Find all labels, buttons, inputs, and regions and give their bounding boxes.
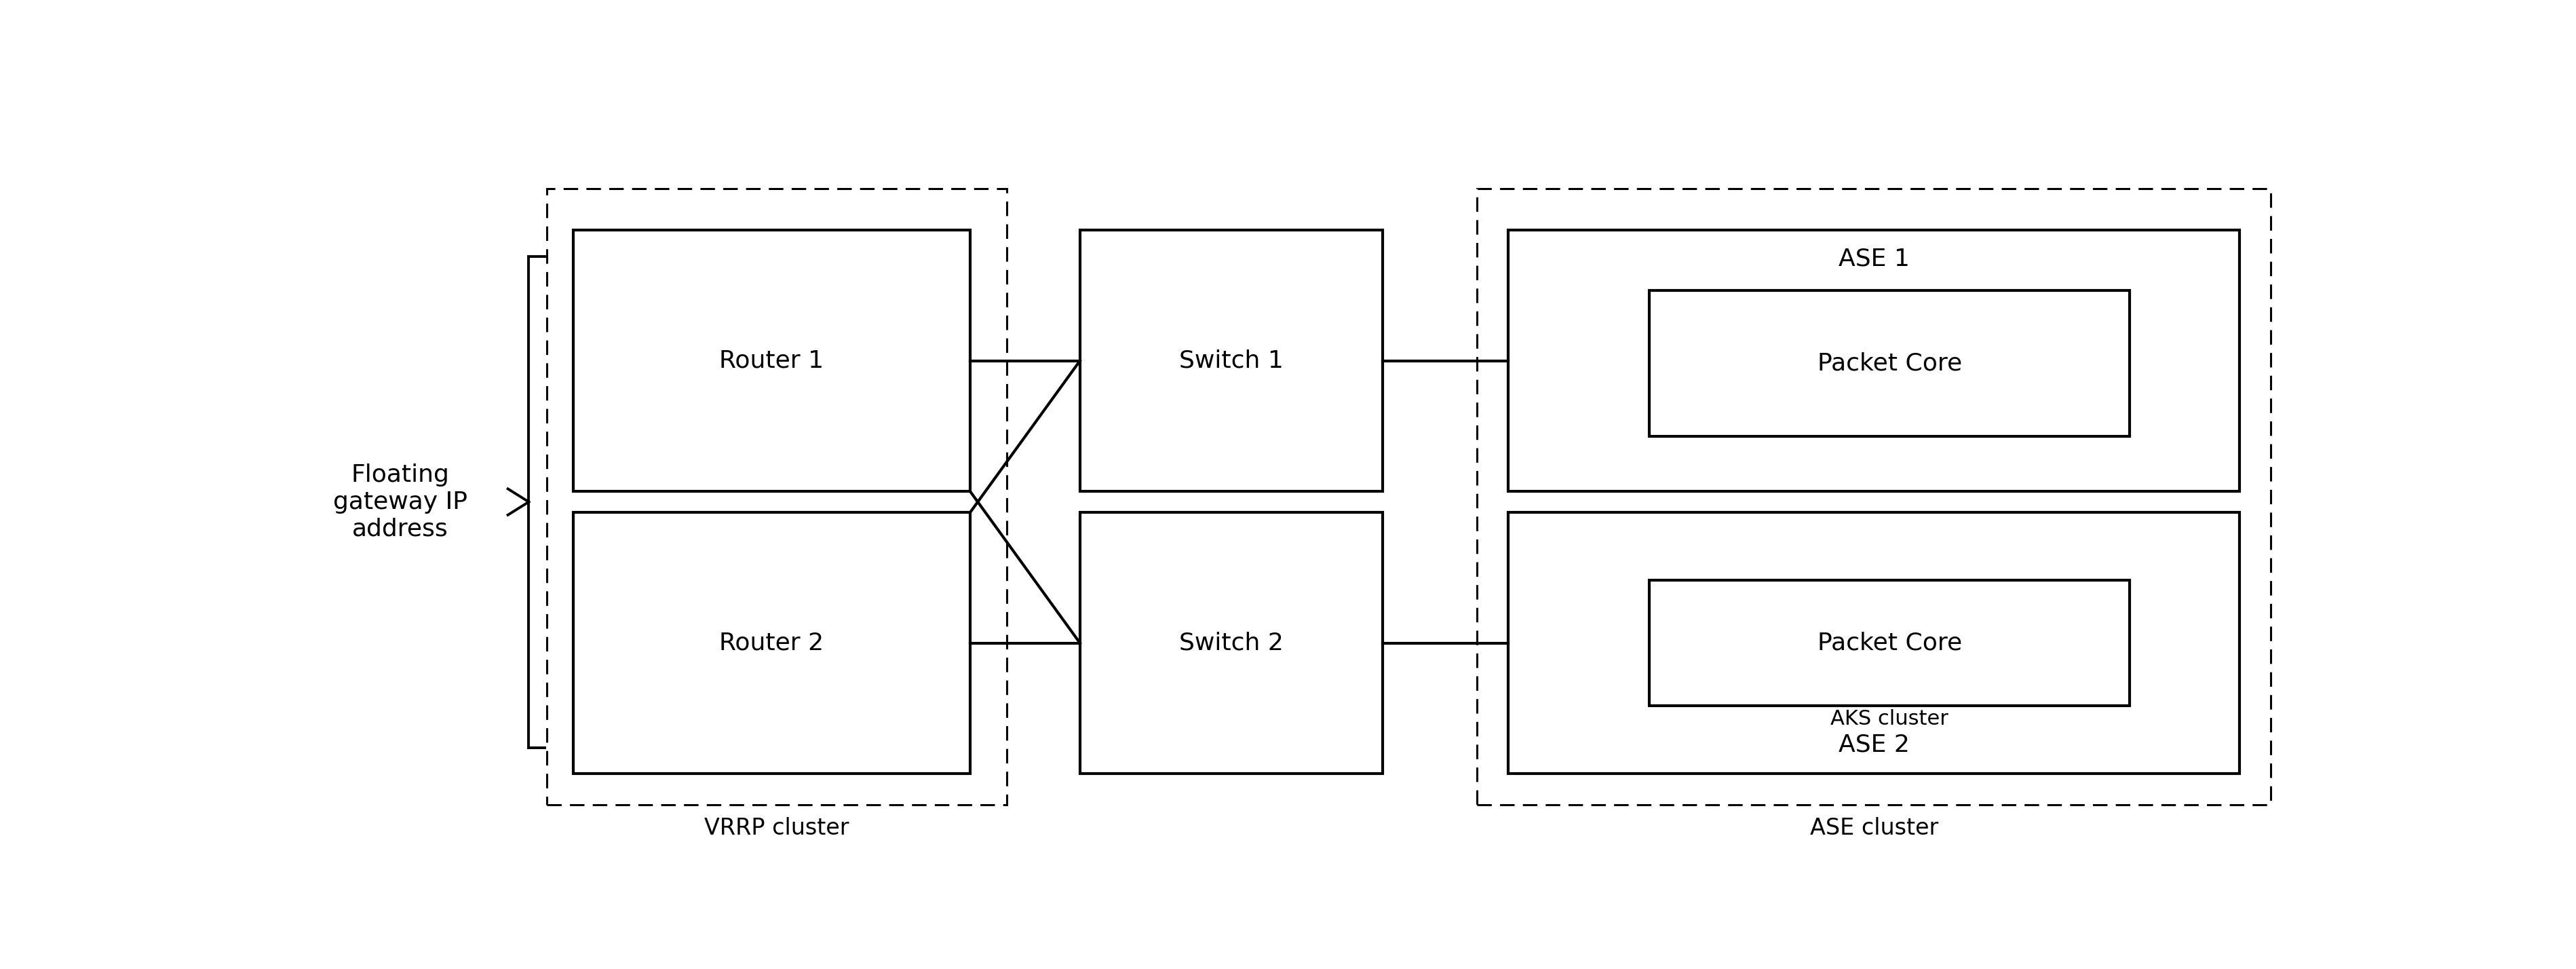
Bar [1607, 544, 2172, 742]
Bar [1476, 188, 2272, 805]
Text: ASE 1: ASE 1 [1839, 247, 1909, 270]
Bar [1510, 513, 2239, 773]
Text: Packet Core: Packet Core [1816, 352, 1963, 375]
Text: Router 2: Router 2 [719, 632, 824, 654]
Bar [1079, 513, 1383, 773]
Text: ASE cluster: ASE cluster [1811, 817, 1937, 840]
Bar [1079, 231, 1383, 491]
Bar [574, 513, 971, 773]
Text: ASE 2: ASE 2 [1839, 734, 1909, 757]
Bar [1510, 231, 2239, 491]
Text: VRRP cluster: VRRP cluster [703, 817, 850, 840]
Text: Switch 1: Switch 1 [1180, 349, 1283, 372]
Text: Floating
gateway IP
address: Floating gateway IP address [332, 463, 466, 540]
Bar [574, 231, 971, 491]
Text: Packet Core: Packet Core [1816, 632, 1963, 654]
Bar [1607, 265, 2172, 457]
Text: Switch 2: Switch 2 [1180, 632, 1283, 654]
Text: Router 1: Router 1 [719, 349, 824, 372]
Bar [1649, 291, 2130, 437]
Text: AKS cluster: AKS cluster [1832, 709, 1947, 729]
Bar [546, 188, 1007, 805]
Bar [1649, 580, 2130, 705]
